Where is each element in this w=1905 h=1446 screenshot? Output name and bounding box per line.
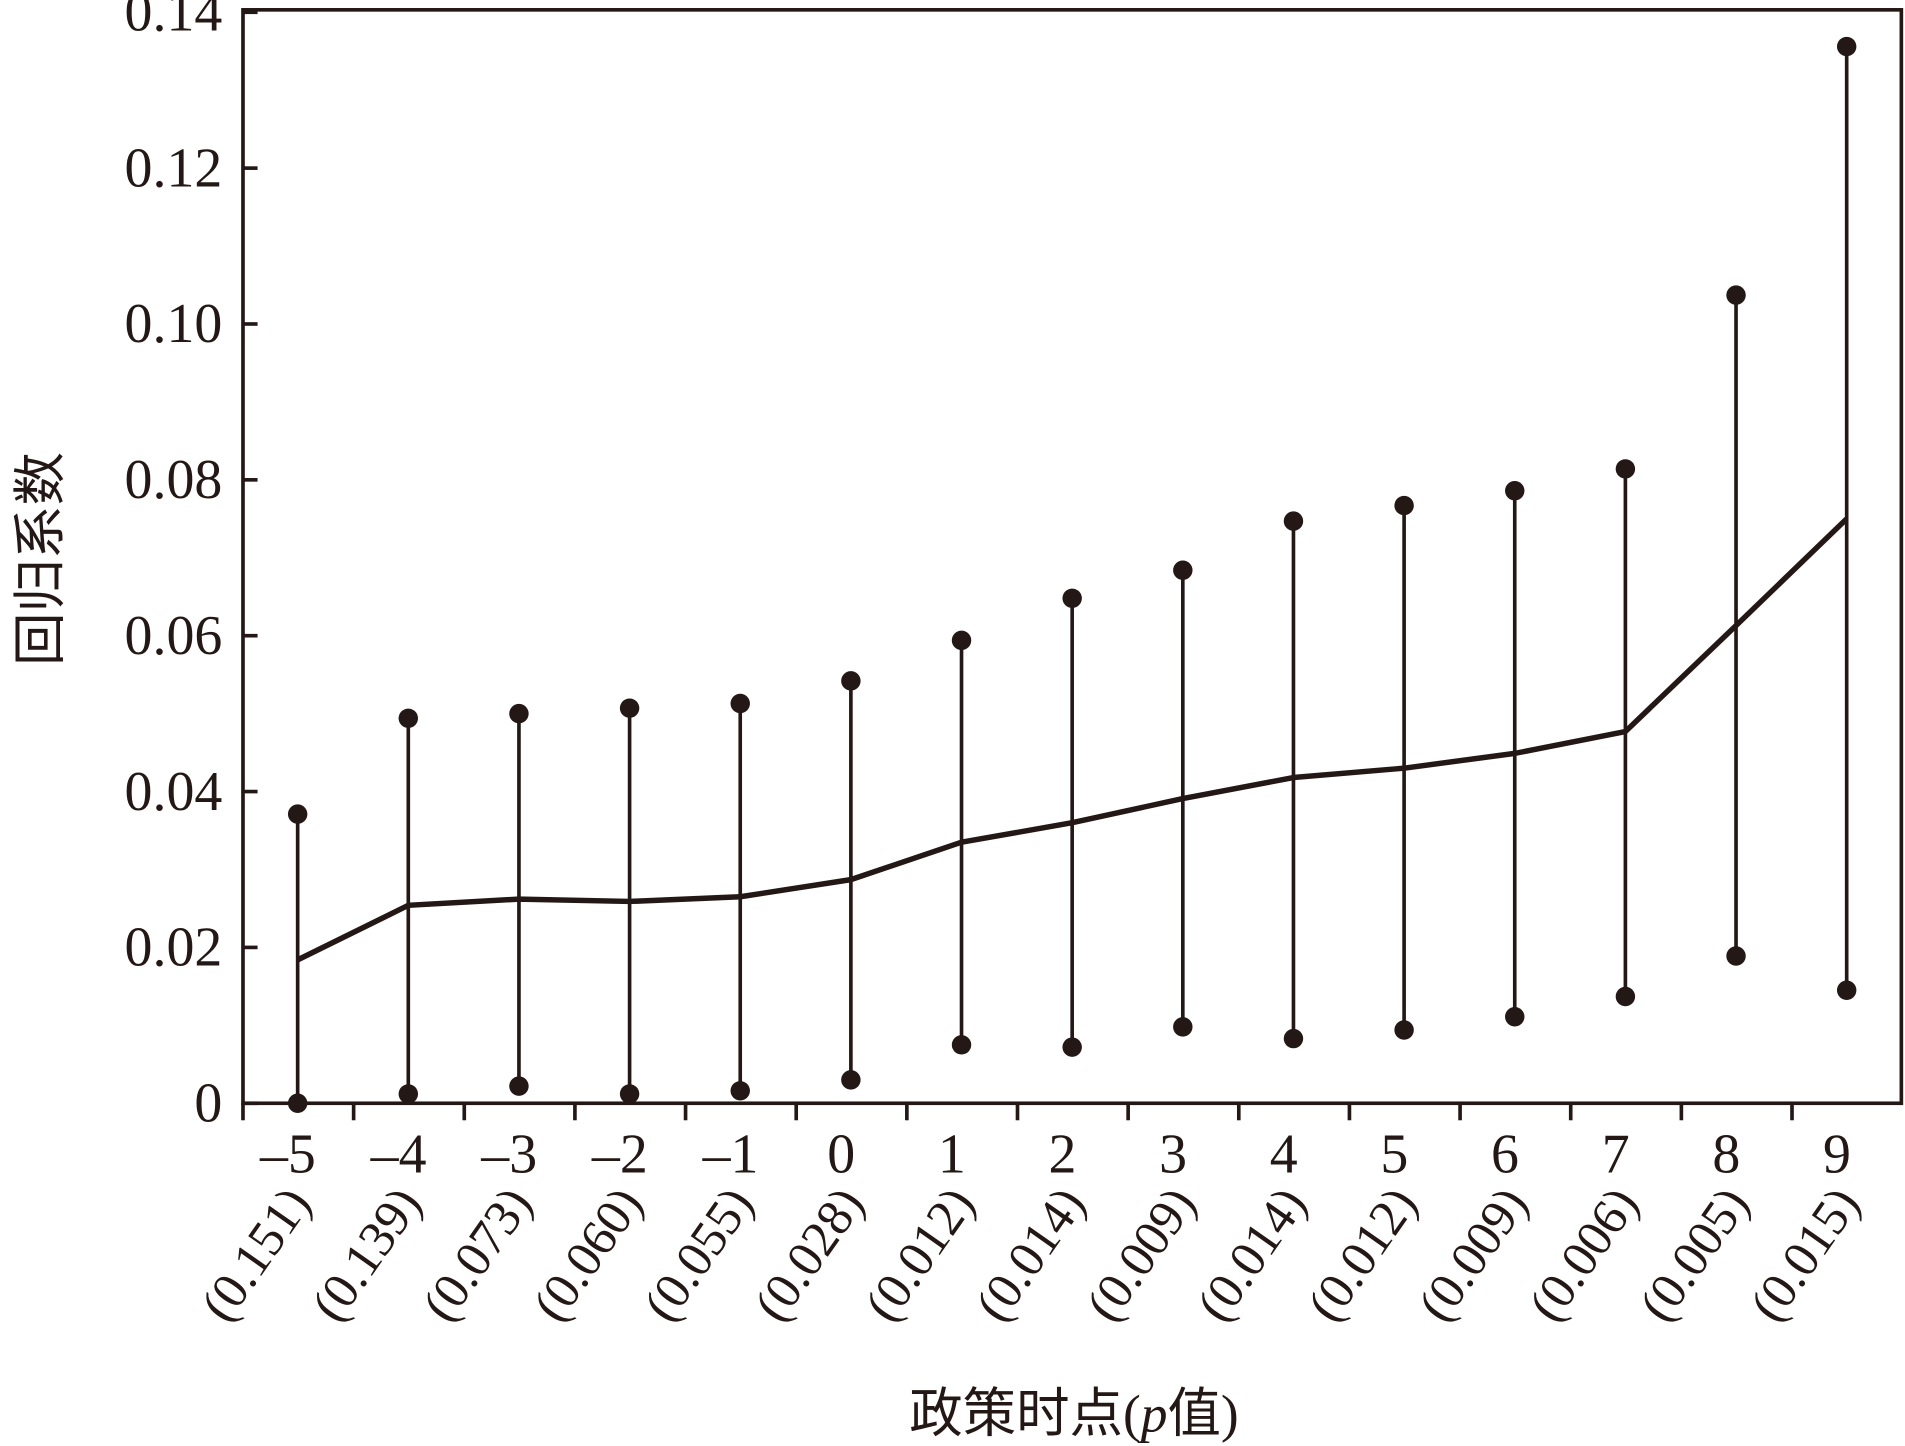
p-value-label: (0.015)	[1740, 1178, 1871, 1332]
ci-upper-point	[841, 671, 861, 691]
x-tick-label: 4	[1270, 1124, 1298, 1186]
p-value-label: (0.009)	[1076, 1178, 1207, 1332]
ci-upper-point	[1394, 495, 1414, 516]
ci-lower-point	[619, 1084, 640, 1104]
y-tick-label: 0.06	[125, 605, 223, 667]
y-axis-label: 回归系数	[10, 452, 70, 666]
y-tick-label: 0.14	[125, 0, 223, 43]
p-value-label: (0.055)	[633, 1178, 764, 1332]
p-value-label: (0.014)	[965, 1178, 1096, 1332]
y-tick-label: 0.12	[125, 137, 223, 199]
ci-upper-point	[951, 630, 972, 651]
p-value-label: (0.014)	[1187, 1178, 1318, 1332]
x-tick-label: 0	[827, 1124, 855, 1186]
x-tick-label: 7	[1602, 1124, 1630, 1186]
y-tick-label: 0.08	[125, 449, 223, 511]
y-tick-label: 0.04	[125, 761, 223, 823]
p-value-label: (0.009)	[1408, 1178, 1539, 1332]
x-tick-label: 2	[1048, 1124, 1076, 1186]
ci-upper-point	[1726, 285, 1746, 305]
ci-lower-point	[1173, 1017, 1193, 1037]
ci-lower-point	[509, 1076, 529, 1096]
ci-lower-point	[1394, 1020, 1414, 1040]
ci-upper-point	[1283, 511, 1304, 531]
x-tick-label: 9	[1823, 1124, 1851, 1186]
ci-lower-point	[841, 1070, 861, 1090]
ci-lower-point	[1505, 1007, 1525, 1027]
ci-lower-point	[398, 1084, 419, 1104]
ci-lower-point	[287, 1093, 308, 1113]
x-tick-label: 1	[938, 1124, 966, 1186]
plot-frame	[241, 8, 1904, 1106]
ci-upper-point	[1173, 560, 1193, 580]
ci-lower-point	[1062, 1037, 1082, 1057]
p-value-label: (0.151)	[191, 1178, 322, 1332]
p-value-label: (0.060)	[523, 1178, 654, 1332]
x-tick-label: 8	[1712, 1124, 1740, 1186]
ci-upper-point	[287, 804, 308, 824]
ci-upper-point	[619, 698, 640, 718]
ci-upper-point	[398, 708, 419, 729]
x-tick-label: 6	[1491, 1124, 1519, 1186]
ci-lower-point	[951, 1035, 972, 1055]
ci-lower-point	[1726, 946, 1746, 966]
y-tick-label: 0	[194, 1072, 222, 1134]
ci-upper-point	[1615, 459, 1636, 479]
p-value-label: (0.006)	[1519, 1178, 1650, 1332]
p-value-label: (0.012)	[855, 1178, 986, 1332]
ci-lower-point	[730, 1081, 750, 1101]
ci-upper-point	[1505, 481, 1525, 501]
x-tick-label: –2	[591, 1124, 648, 1186]
y-tick-label: 0.10	[125, 293, 223, 355]
p-value-label: (0.012)	[1297, 1178, 1428, 1332]
ci-lower-point	[1283, 1028, 1304, 1049]
p-value-label: (0.139)	[302, 1178, 433, 1332]
ci-lower-point	[1615, 986, 1636, 1007]
x-tick-label: 5	[1380, 1124, 1408, 1186]
ci-upper-point	[509, 703, 529, 724]
ci-upper-point	[1062, 588, 1082, 609]
ci-lower-point	[1836, 980, 1857, 1000]
ci-upper-point	[1836, 36, 1857, 57]
x-tick-label: 3	[1159, 1124, 1187, 1186]
x-tick-label: –3	[480, 1124, 537, 1186]
p-value-label: (0.005)	[1629, 1178, 1760, 1332]
x-tick-label: –1	[702, 1124, 759, 1186]
x-tick-label: –5	[259, 1124, 316, 1186]
y-tick-label: 0.02	[125, 917, 223, 979]
x-axis-label: 政策时点(p值)	[909, 1383, 1239, 1443]
p-value-label: (0.028)	[744, 1178, 875, 1332]
coefficient-line	[296, 516, 1849, 963]
p-value-label: (0.073)	[412, 1178, 543, 1332]
ci-upper-point	[730, 693, 750, 714]
x-tick-label: –4	[370, 1124, 427, 1186]
